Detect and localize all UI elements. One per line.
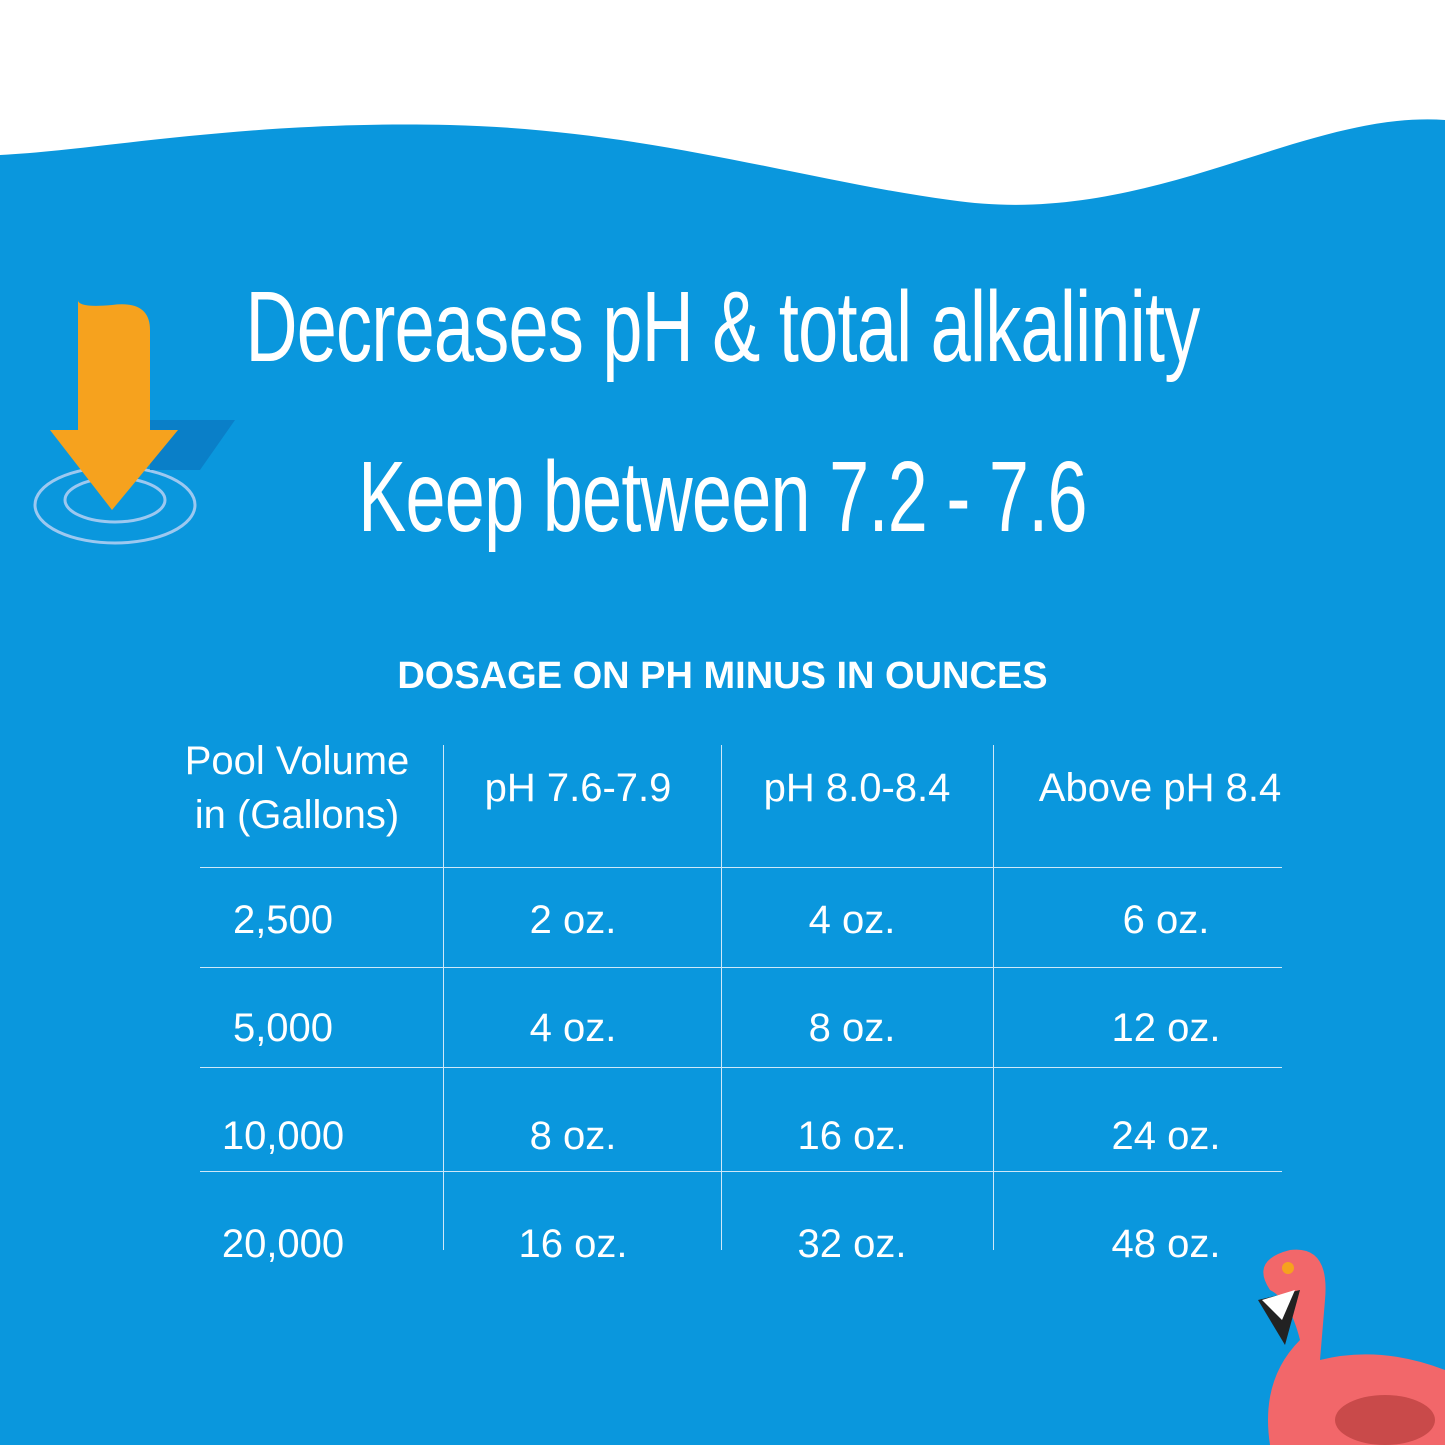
- divider: [200, 1171, 1282, 1172]
- table-cell: 48 oz.: [1111, 1222, 1221, 1266]
- table-cell: 16 oz.: [797, 1114, 907, 1158]
- table-cell: 4 oz.: [808, 898, 896, 942]
- column-header: pH 8.0-8.4: [763, 766, 951, 810]
- divider: [200, 967, 1282, 968]
- column-header: pH 7.6-7.9: [484, 766, 672, 810]
- table-cell: 32 oz.: [797, 1222, 907, 1266]
- table-cell: 5,000: [232, 1006, 334, 1050]
- divider: [200, 1067, 1282, 1068]
- table-cell: 2 oz.: [529, 898, 617, 942]
- divider: [200, 867, 1282, 868]
- title: Keep between 7.2 - 7.6: [358, 441, 1087, 553]
- divider: [721, 745, 722, 1250]
- table-cell: 12 oz.: [1111, 1006, 1221, 1050]
- table-cell: 10,000: [221, 1114, 345, 1158]
- table-cell: 24 oz.: [1111, 1114, 1221, 1158]
- table-cell: 4 oz.: [529, 1006, 617, 1050]
- table-cell: 2,500: [232, 898, 334, 942]
- table-cell: 8 oz.: [529, 1114, 617, 1158]
- table-cell: 16 oz.: [518, 1222, 628, 1266]
- column-header: Above pH 8.4: [1038, 766, 1282, 810]
- table-cell: 20,000: [221, 1222, 345, 1266]
- title: Decreases pH & total alkalinity: [245, 271, 1200, 383]
- caption: DOSAGE ON PH MINUS IN OUNCES: [397, 655, 1048, 697]
- column-header: Pool Volume in (Gallons): [184, 739, 410, 837]
- table-cell: 8 oz.: [808, 1006, 896, 1050]
- table-cell: 6 oz.: [1122, 898, 1210, 942]
- divider: [993, 745, 994, 1250]
- divider: [443, 745, 444, 1250]
